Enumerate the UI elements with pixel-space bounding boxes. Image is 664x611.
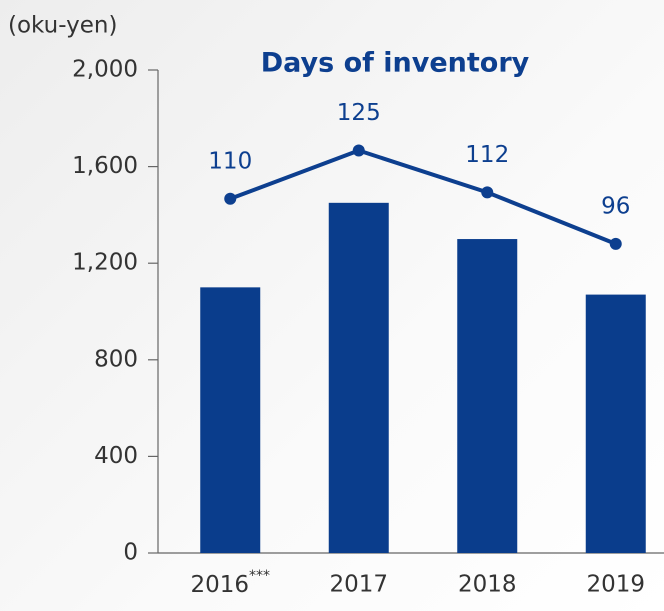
data-label: 110 [208,148,252,174]
bar [585,294,646,553]
bar [328,202,389,553]
y-tick-label: 1,200 [72,250,138,276]
x-tick-label: 2017 [329,572,388,598]
y-tick-label: 2,000 [72,57,138,83]
line-point [609,237,622,250]
x-tick-label: 2019 [586,572,645,598]
line-point [352,144,365,157]
data-label: 112 [465,142,509,168]
bar [457,239,518,554]
y-tick-label: 800 [94,346,138,372]
bar [200,287,261,553]
x-tick-label: 2018 [458,572,517,598]
line-point [224,192,237,205]
line-series-title: Days of inventory [261,48,530,79]
y-tick-label: 400 [94,443,138,469]
x-tick-label: 2016*** [190,568,270,598]
line-point [481,186,494,199]
y-tick-label: 0 [123,540,138,566]
y-axis-label: (oku-yen) [8,13,117,39]
data-label: 96 [601,193,630,219]
data-label: 125 [337,100,381,126]
line [229,148,617,246]
y-tick-label: 1,600 [72,153,138,179]
